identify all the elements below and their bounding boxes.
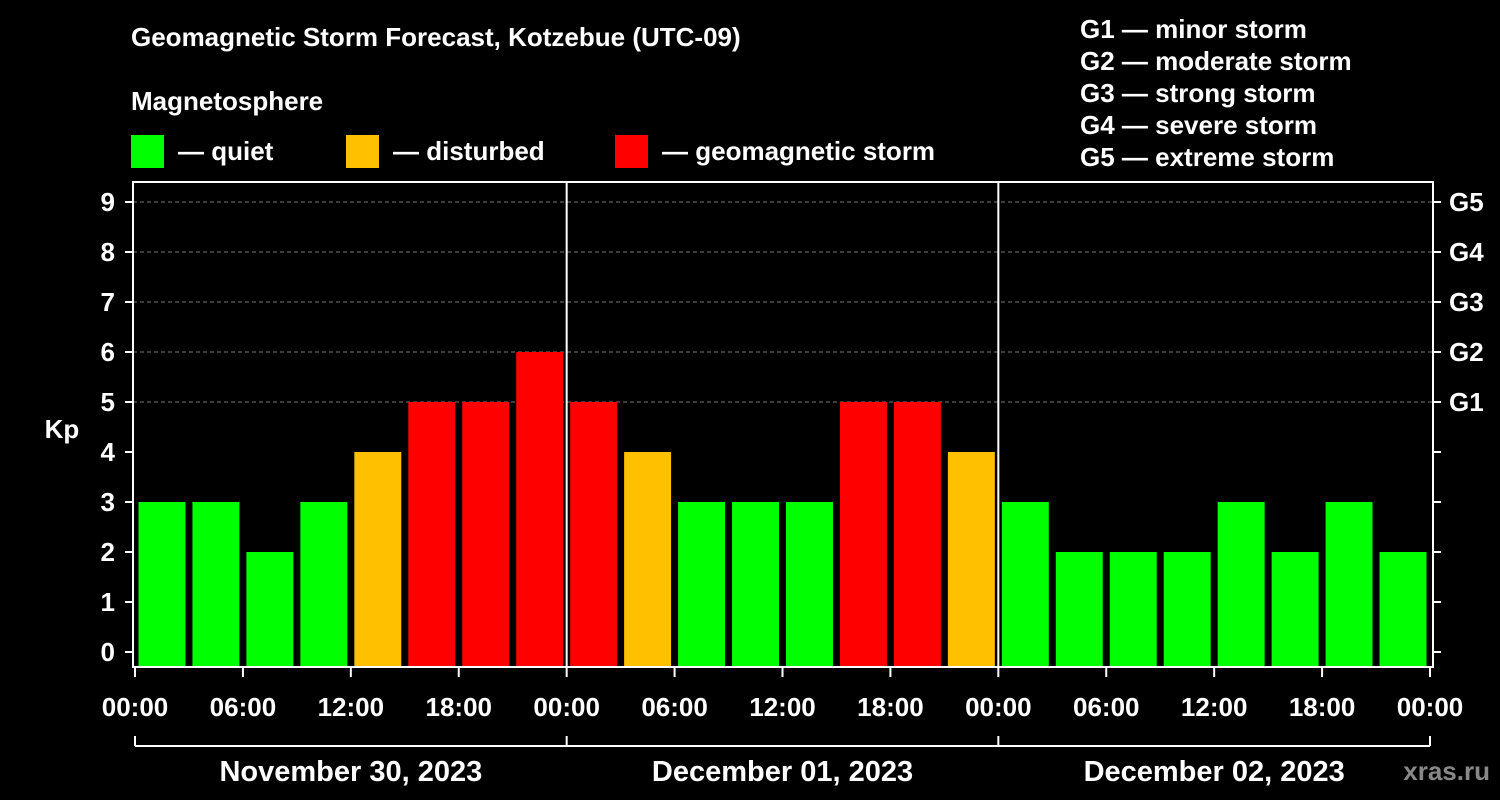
legend-label-quiet: — quiet — [178, 135, 274, 166]
right-tick-label-g4: G4 — [1449, 237, 1484, 267]
bar-4 — [354, 452, 402, 667]
legend-label-storm: — geomagnetic storm — [662, 135, 936, 166]
right-tick-label-g5: G5 — [1449, 187, 1484, 217]
x-tick-label-7: 18:00 — [857, 692, 924, 722]
bar-20 — [1217, 502, 1265, 667]
bar-2 — [246, 552, 294, 667]
x-tick-label-12: 00:00 — [1397, 692, 1464, 722]
bar-13 — [839, 402, 887, 667]
x-tick-label-2: 12:00 — [318, 692, 385, 722]
x-tick-label-8: 00:00 — [965, 692, 1032, 722]
x-tick-label-6: 12:00 — [749, 692, 816, 722]
y-tick-label-4: 4 — [101, 437, 116, 467]
page-title: Geomagnetic Storm Forecast, Kotzebue (UT… — [131, 22, 741, 52]
y-tick-label-7: 7 — [101, 287, 115, 317]
g-level-g1: G1 — minor storm — [1080, 14, 1307, 44]
bar-19 — [1163, 552, 1211, 667]
g-level-g2: G2 — moderate storm — [1080, 46, 1352, 76]
day-label-0: November 30, 2023 — [219, 756, 482, 788]
x-tick-label-10: 12:00 — [1181, 692, 1248, 722]
g-level-g5: G5 — extreme storm — [1080, 142, 1335, 172]
y-tick-label-9: 9 — [101, 187, 115, 217]
bar-11 — [732, 502, 779, 667]
g-level-g4: G4 — severe storm — [1080, 110, 1318, 140]
legend-item-quiet: — quiet — [131, 134, 273, 168]
day-label-2: December 02, 2023 — [1084, 756, 1345, 788]
y-axis-label: Kp — [45, 414, 80, 444]
bar-3 — [300, 502, 348, 667]
x-tick-label-11: 18:00 — [1289, 692, 1356, 722]
x-tick-label-4: 00:00 — [533, 692, 600, 722]
right-tick-label-g1: G1 — [1449, 387, 1484, 417]
bar-14 — [893, 402, 941, 667]
bar-8 — [570, 402, 618, 667]
bar-9 — [624, 452, 672, 667]
bar-0 — [138, 502, 186, 667]
watermark: xras.ru — [1403, 756, 1490, 786]
y-tick-label-5: 5 — [101, 387, 115, 417]
x-tick-label-9: 06:00 — [1073, 692, 1140, 722]
x-tick-label-5: 06:00 — [641, 692, 708, 722]
bar-17 — [1055, 552, 1103, 667]
right-tick-label-g2: G2 — [1449, 337, 1484, 367]
y-tick-label-1: 1 — [101, 587, 115, 617]
y-tick-label-8: 8 — [101, 237, 115, 267]
g-level-g3: G3 — strong storm — [1080, 78, 1316, 108]
bar-21 — [1271, 552, 1319, 667]
x-tick-label-3: 18:00 — [426, 692, 493, 722]
bar-23 — [1379, 552, 1427, 667]
legend-swatch-disturbed — [346, 134, 379, 168]
y-tick-label-0: 0 — [101, 637, 115, 667]
right-tick-label-g3: G3 — [1449, 287, 1484, 317]
legend-swatch-storm — [615, 134, 648, 168]
bar-22 — [1325, 502, 1373, 667]
day-label-1: December 01, 2023 — [652, 756, 913, 788]
y-tick-label-3: 3 — [101, 487, 115, 517]
legend-label-disturbed: — disturbed — [393, 135, 545, 166]
bar-5 — [408, 402, 456, 667]
legend-item-storm: — geomagnetic storm — [615, 134, 935, 168]
bar-12 — [786, 502, 833, 667]
bar-16 — [1001, 502, 1049, 667]
legend-swatch-quiet — [131, 134, 164, 168]
bar-1 — [192, 502, 240, 667]
bar-10 — [678, 502, 726, 667]
bar-7 — [516, 352, 564, 667]
bar-15 — [947, 452, 995, 667]
y-tick-label-6: 6 — [101, 337, 115, 367]
chart-subtitle: Magnetosphere — [131, 86, 324, 116]
y-tick-label-2: 2 — [101, 537, 115, 567]
x-tick-label-0: 00:00 — [102, 692, 169, 722]
x-tick-label-1: 06:00 — [210, 692, 277, 722]
bar-6 — [462, 402, 510, 667]
bar-18 — [1109, 552, 1157, 667]
legend-item-disturbed: — disturbed — [346, 134, 545, 168]
